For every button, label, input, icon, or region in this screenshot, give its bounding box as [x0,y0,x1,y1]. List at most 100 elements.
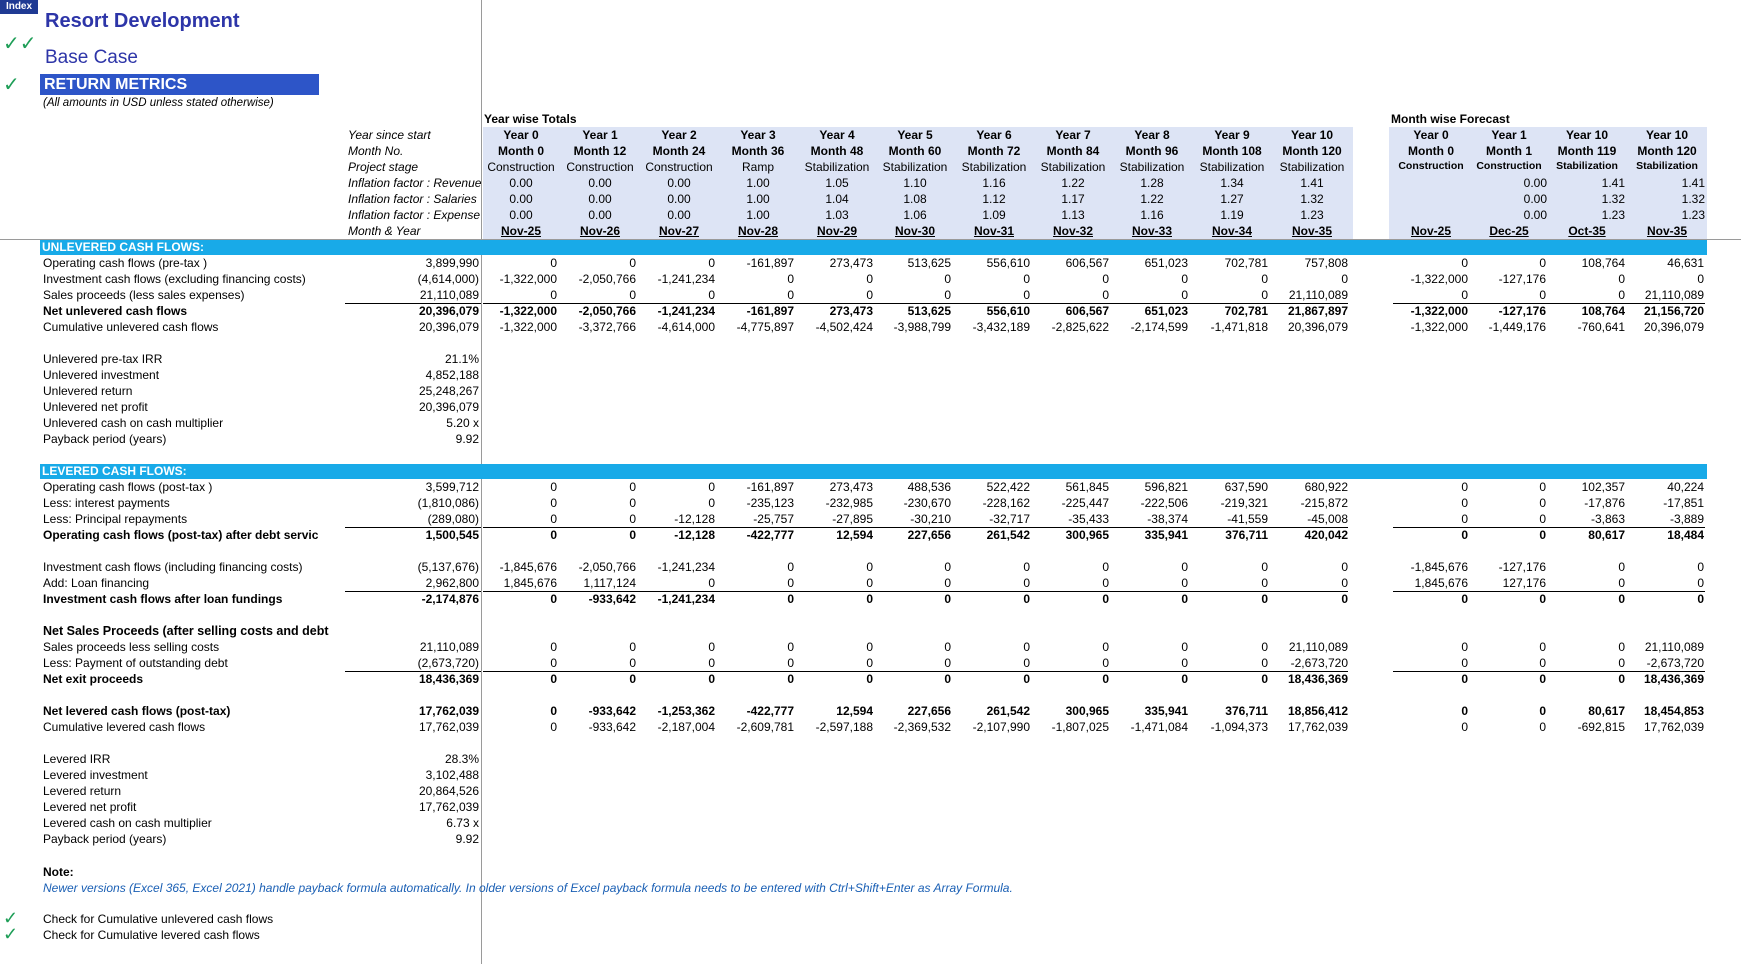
levered-net-row-total[interactable]: 17,762,039 [418,720,479,735]
levered-operating-row-year-cell[interactable]: -30,210 [910,512,951,527]
levered-net-row-year-cell[interactable]: 335,941 [1144,704,1188,718]
unlevered-row-total[interactable]: 20,396,079 [418,304,479,319]
levered-operating-row-year-cell[interactable]: 0 [550,496,557,511]
unlevered-row-year-cell[interactable]: 651,023 [1144,256,1188,270]
levered-exit-row-year-cell[interactable]: 0 [708,656,715,671]
levered-investment-row-year-cell[interactable]: 0 [1023,576,1030,591]
levered-investment-row-year-cell[interactable]: 0 [1023,560,1030,574]
levered-investment-row-year-cell[interactable]: 0 [866,576,873,591]
levered-investment-row-year-cell[interactable]: -1,845,676 [499,560,557,574]
unlevered-row-year-cell[interactable]: -2,050,766 [578,272,636,287]
levered-investment-row-year-cell[interactable]: 0 [1181,592,1188,607]
levered-investment-row-month-cell[interactable]: 0 [1539,592,1546,607]
levered-operating-row-year-cell[interactable]: -27,895 [832,512,873,527]
levered-net-row-year-cell[interactable]: -422,777 [746,704,794,718]
levered-exit-row-year-cell[interactable]: -2,673,720 [1290,656,1348,671]
levered-operating-row-month-cell[interactable]: 102,357 [1581,480,1625,494]
levered-investment-row-month-cell[interactable]: 0 [1618,560,1625,574]
unlevered-metric-value[interactable]: 5.20 x [446,416,479,431]
levered-investment-row-month-cell[interactable]: -127,176 [1498,560,1546,574]
levered-exit-row-year-cell[interactable]: 18,436,369 [1287,672,1348,687]
levered-operating-row-year-cell[interactable]: 0 [550,480,557,494]
unlevered-row-year-cell[interactable]: 606,567 [1065,304,1109,319]
levered-investment-row-year-cell[interactable]: -1,241,234 [657,560,715,574]
levered-exit-row-year-cell[interactable]: 0 [629,656,636,671]
levered-net-row-year-cell[interactable]: -2,187,004 [657,720,715,735]
levered-investment-row-month-cell[interactable]: 0 [1697,592,1704,607]
levered-investment-row-year-cell[interactable]: 0 [1102,576,1109,591]
levered-operating-row-year-cell[interactable]: 273,473 [829,480,873,494]
levered-operating-row-year-cell[interactable]: 0 [708,480,715,494]
levered-net-row-month-cell[interactable]: 0 [1461,704,1468,718]
unlevered-row-year-cell[interactable]: -4,614,000 [657,320,715,335]
unlevered-row-year-cell[interactable]: 0 [866,272,873,287]
levered-exit-row-total[interactable]: 18,436,369 [418,672,479,687]
levered-net-row-year-cell[interactable]: -2,369,532 [893,720,951,735]
unlevered-row-month-cell[interactable]: 0 [1539,256,1546,270]
levered-operating-row-year-cell[interactable]: -422,777 [746,528,794,543]
levered-investment-row-total[interactable]: 2,962,800 [425,576,479,591]
levered-operating-row-year-cell[interactable]: 596,821 [1144,480,1188,494]
levered-investment-row-year-cell[interactable]: 0 [1341,576,1348,591]
unlevered-row-total[interactable]: 3,899,990 [425,256,479,270]
unlevered-row-month-cell[interactable]: 0 [1618,288,1625,303]
levered-investment-row-year-cell[interactable]: -1,241,234 [657,592,715,607]
unlevered-row-year-cell[interactable]: 0 [1181,272,1188,287]
unlevered-metric-value[interactable]: 21.1% [444,352,479,366]
levered-operating-row-year-cell[interactable]: 300,965 [1065,528,1109,543]
levered-operating-row-month-cell[interactable]: -3,889 [1669,512,1704,527]
unlevered-row-year-cell[interactable]: 0 [708,288,715,303]
levered-investment-row-year-cell[interactable]: 0 [1181,560,1188,574]
levered-exit-row-year-cell[interactable]: 0 [944,672,951,687]
levered-investment-row-year-cell[interactable]: 0 [866,560,873,574]
unlevered-row-month-cell[interactable]: 0 [1461,288,1468,303]
levered-net-row-month-cell[interactable]: -692,815 [1577,720,1625,735]
unlevered-metric-value[interactable]: 25,248,267 [418,384,479,399]
unlevered-row-year-cell[interactable]: 757,808 [1304,256,1348,270]
unlevered-row-month-cell[interactable]: 0 [1461,256,1468,270]
unlevered-row-year-cell[interactable]: -3,372,766 [578,320,636,335]
levered-operating-row-year-cell[interactable]: -219,321 [1220,496,1268,511]
levered-operating-row-year-cell[interactable]: 561,845 [1065,480,1109,494]
unlevered-row-year-cell[interactable]: 273,473 [829,304,873,319]
levered-operating-row-month-cell[interactable]: 80,617 [1588,528,1625,543]
levered-net-row-year-cell[interactable]: -2,609,781 [736,720,794,735]
unlevered-row-year-cell[interactable]: 0 [1261,272,1268,287]
levered-exit-row-month-cell[interactable]: 0 [1539,640,1546,654]
levered-exit-row-year-cell[interactable]: 0 [1261,672,1268,687]
levered-operating-row-month-cell[interactable]: 18,484 [1667,528,1704,543]
levered-operating-row-month-cell[interactable]: 0 [1461,512,1468,527]
levered-operating-row-year-cell[interactable]: -45,008 [1307,512,1348,527]
unlevered-row-year-cell[interactable]: -4,502,424 [815,320,873,335]
levered-investment-row-year-cell[interactable]: 1,117,124 [583,576,637,591]
levered-exit-row-month-cell[interactable]: 0 [1539,672,1546,687]
unlevered-row-total[interactable]: 20,396,079 [418,320,479,335]
levered-net-row-year-cell[interactable]: 376,711 [1225,704,1268,718]
levered-investment-row-year-cell[interactable]: 0 [787,592,794,607]
unlevered-row-year-cell[interactable]: 0 [1102,272,1109,287]
levered-net-row-month-cell[interactable]: 0 [1539,704,1546,718]
unlevered-row-year-cell[interactable]: 0 [866,288,873,303]
levered-exit-row-year-cell[interactable]: 21,110,089 [1288,640,1348,654]
levered-investment-row-month-cell[interactable]: 1,845,676 [1414,576,1468,591]
unlevered-row-year-cell[interactable]: 20,396,079 [1287,320,1348,335]
unlevered-row-year-cell[interactable]: -1,241,234 [657,272,715,287]
levered-investment-row-year-cell[interactable]: 0 [1341,560,1348,574]
levered-net-row-year-cell[interactable]: 300,965 [1065,704,1109,718]
levered-exit-row-year-cell[interactable]: 0 [550,640,557,654]
unlevered-row-year-cell[interactable]: 702,781 [1224,256,1268,270]
levered-net-row-year-cell[interactable]: 261,542 [986,704,1030,718]
levered-exit-row-month-cell[interactable]: 0 [1461,640,1468,654]
levered-net-row-year-cell[interactable]: -2,597,188 [815,720,873,735]
unlevered-row-year-cell[interactable]: -2,174,599 [1130,320,1188,335]
unlevered-row-year-cell[interactable]: 0 [550,288,557,303]
unlevered-row-year-cell[interactable]: 21,867,897 [1287,304,1348,319]
unlevered-row-month-cell[interactable]: -1,322,000 [1410,320,1468,335]
levered-exit-row-year-cell[interactable]: 0 [1102,656,1109,671]
levered-operating-row-month-cell[interactable]: 0 [1461,496,1468,511]
unlevered-row-year-cell[interactable]: 0 [944,272,951,287]
levered-investment-row-year-cell[interactable]: 0 [944,576,951,591]
levered-exit-row-year-cell[interactable]: 0 [550,672,557,687]
levered-investment-row-year-cell[interactable]: -933,642 [588,592,636,607]
levered-investment-row-month-cell[interactable]: 0 [1461,592,1468,607]
